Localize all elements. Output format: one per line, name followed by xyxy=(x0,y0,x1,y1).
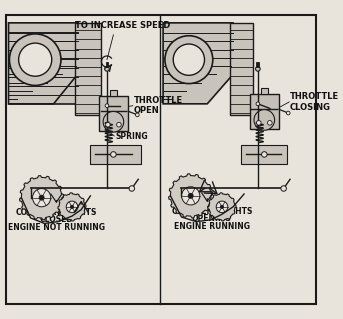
Circle shape xyxy=(9,34,61,85)
Circle shape xyxy=(286,111,290,115)
Circle shape xyxy=(256,102,260,106)
Bar xyxy=(230,23,253,115)
Circle shape xyxy=(33,189,51,207)
Circle shape xyxy=(111,152,116,157)
Circle shape xyxy=(105,104,109,108)
Text: ENGINE NOT RUNNING: ENGINE NOT RUNNING xyxy=(8,223,105,232)
Polygon shape xyxy=(20,176,64,220)
Circle shape xyxy=(173,44,204,75)
Bar xyxy=(257,62,259,67)
Polygon shape xyxy=(9,23,78,104)
Circle shape xyxy=(129,186,134,191)
Bar xyxy=(9,23,78,104)
Bar xyxy=(110,90,117,96)
Circle shape xyxy=(106,122,110,127)
Polygon shape xyxy=(169,174,213,218)
Circle shape xyxy=(103,111,124,132)
Circle shape xyxy=(221,205,224,208)
Text: TO INCREASE SPEED: TO INCREASE SPEED xyxy=(75,21,170,30)
Text: THROTTLE
CLOSING: THROTTLE CLOSING xyxy=(290,92,339,112)
Circle shape xyxy=(70,205,73,208)
Bar xyxy=(75,23,100,115)
Circle shape xyxy=(257,121,261,125)
Circle shape xyxy=(256,67,260,71)
Circle shape xyxy=(181,187,200,205)
Text: COUNTERWEIGHTS: COUNTERWEIGHTS xyxy=(16,208,97,217)
Bar xyxy=(261,88,268,94)
Circle shape xyxy=(19,43,52,76)
Text: THROTTLE
OPEN: THROTTLE OPEN xyxy=(134,96,183,115)
Circle shape xyxy=(254,110,275,130)
Circle shape xyxy=(262,152,267,157)
Polygon shape xyxy=(163,23,233,104)
Text: COUNTERWEIGHTS: COUNTERWEIGHTS xyxy=(171,207,252,216)
Bar xyxy=(250,94,279,129)
Circle shape xyxy=(135,113,139,117)
Circle shape xyxy=(66,201,78,213)
Circle shape xyxy=(105,67,109,71)
Bar xyxy=(106,62,108,67)
Circle shape xyxy=(268,121,272,125)
Text: CLOSED: CLOSED xyxy=(39,215,73,224)
Text: ENGINE RUNNING: ENGINE RUNNING xyxy=(174,222,250,231)
Polygon shape xyxy=(58,193,86,221)
Circle shape xyxy=(117,122,121,127)
Bar xyxy=(241,145,287,164)
Polygon shape xyxy=(208,193,236,221)
Circle shape xyxy=(39,195,44,200)
Circle shape xyxy=(281,186,286,191)
Bar xyxy=(99,96,128,130)
Circle shape xyxy=(188,193,193,198)
Circle shape xyxy=(216,201,228,213)
Text: SPRING: SPRING xyxy=(115,132,148,141)
Bar xyxy=(91,145,141,164)
Circle shape xyxy=(165,36,213,84)
Text: OPENING: OPENING xyxy=(192,214,232,223)
